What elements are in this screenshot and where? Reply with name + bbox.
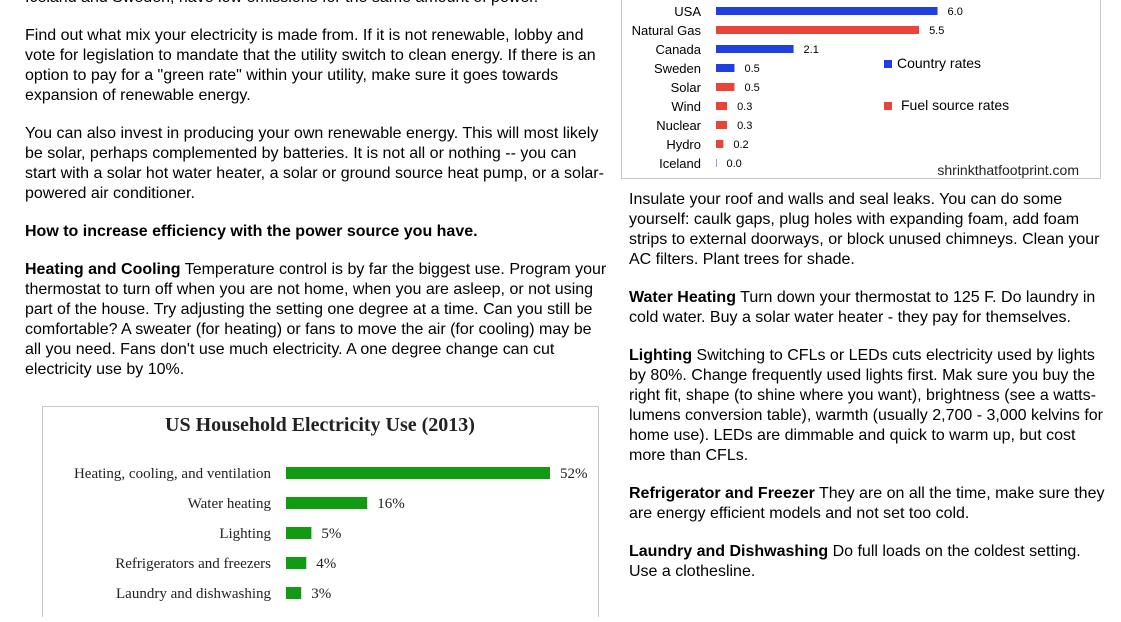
emissions-bar xyxy=(716,102,728,110)
household-bar xyxy=(286,527,312,539)
legend-label-fuel: Fuel source rates xyxy=(901,97,1009,113)
water-heating-text: Turn down your thermostat to 125 F. Do l… xyxy=(629,289,1096,326)
legend-swatch-country xyxy=(884,60,892,68)
emissions-bar xyxy=(716,7,938,15)
left-text-column: Iceland and Sweden, have low emissions f… xyxy=(25,0,610,380)
emissions-bar xyxy=(716,121,728,129)
emissions-chart-svg: USA Natural Gas Canada Sweden Solar Wind Nucle… xyxy=(632,4,1079,178)
emissions-value-label: 2.1 xyxy=(804,44,819,56)
insulate-paragraph: Insulate your roof and walls and seal le… xyxy=(629,191,1100,268)
household-category-label: Heating, cooling, and ventilation xyxy=(74,466,272,482)
emissions-bar xyxy=(716,83,735,91)
household-bar xyxy=(286,497,368,509)
electricity-mix-paragraph: Find out what mix your electricity is ma… xyxy=(25,27,596,104)
lighting-text: Switching to CFLs or LEDs cuts electrici… xyxy=(629,347,1103,464)
legend-label-country: Country rates xyxy=(897,55,981,71)
household-bar xyxy=(286,467,550,479)
emissions-category-label: Canada xyxy=(655,42,701,57)
emissions-chart: USA Natural Gas Canada Sweden Solar Wind Nucle… xyxy=(621,0,1101,179)
household-value-label: 52% xyxy=(560,466,588,482)
emissions-value-label: 0.2 xyxy=(733,139,748,151)
efficiency-heading: How to increase efficiency with the powe… xyxy=(25,223,478,240)
household-bar xyxy=(286,557,307,569)
household-category-label: Refrigerators and freezers xyxy=(115,556,271,572)
household-category-label: Laundry and dishwashing xyxy=(116,586,271,602)
emissions-value-label: 6.0 xyxy=(948,6,963,18)
emissions-value-label: 5.5 xyxy=(929,25,944,37)
renewable-invest-paragraph: You can also invest in producing your ow… xyxy=(25,125,604,202)
lighting-paragraph: Lighting Switching to CFLs or LEDs cuts … xyxy=(629,346,1109,466)
emissions-value-label: 0.3 xyxy=(737,120,752,132)
fridge-paragraph: Refrigerator and Freezer They are on all… xyxy=(629,484,1109,524)
laundry-text: Do full loads on the coldest setting. Us… xyxy=(629,543,1081,580)
emissions-category-label: Hydro xyxy=(666,137,701,152)
water-heating-title: Water Heating xyxy=(629,289,736,306)
emissions-category-label: Sweden xyxy=(654,61,701,76)
household-chart-svg: US Household Electricity Use (2013) Heat… xyxy=(74,414,588,602)
emissions-bar xyxy=(716,140,724,148)
emissions-value-label: 0.5 xyxy=(744,63,759,75)
lighting-title: Lighting xyxy=(629,347,693,364)
household-bar xyxy=(286,587,302,599)
emissions-value-label: 0.0 xyxy=(727,158,742,170)
household-category-label: Water heating xyxy=(188,496,272,512)
emissions-category-label: Nuclear xyxy=(656,118,701,133)
emissions-bar xyxy=(716,159,717,167)
intro-tail-paragraph: Iceland and Sweden, have low emissions f… xyxy=(25,0,610,8)
household-category-label: Lighting xyxy=(219,526,271,542)
water-heating-paragraph: Water Heating Turn down your thermostat … xyxy=(629,288,1109,328)
emissions-bar xyxy=(716,64,735,72)
household-chart: US Household Electricity Use (2013) Heat… xyxy=(42,406,599,617)
emissions-category-label: Solar xyxy=(671,80,702,95)
emissions-category-label: Iceland xyxy=(659,156,701,171)
fridge-text: They are on all the time, make sure they… xyxy=(629,485,1105,522)
emissions-category-label: Natural Gas xyxy=(632,23,702,38)
emissions-value-label: 0.3 xyxy=(737,101,752,113)
heating-cooling-text: Temperature control is by far the bigges… xyxy=(25,261,607,378)
emissions-category-label: USA xyxy=(674,4,701,19)
right-text-column: Insulate your roof and walls and seal le… xyxy=(629,190,1109,582)
household-value-label: 5% xyxy=(321,526,341,542)
laundry-title: Laundry and Dishwashing xyxy=(629,543,829,560)
emissions-bar xyxy=(716,45,794,53)
laundry-paragraph: Laundry and Dishwashing Do full loads on… xyxy=(629,542,1109,582)
chart-source-label: shrinkthatfootprint.com xyxy=(937,162,1079,178)
emissions-bar xyxy=(716,26,920,34)
emissions-category-label: Wind xyxy=(671,99,701,114)
legend-swatch-fuel xyxy=(884,102,892,110)
heating-cooling-paragraph: Heating and Cooling Temperature control … xyxy=(25,260,610,380)
household-value-label: 4% xyxy=(316,556,336,572)
fridge-title: Refrigerator and Freezer xyxy=(629,485,815,502)
household-value-label: 3% xyxy=(311,586,331,602)
household-chart-title: US Household Electricity Use (2013) xyxy=(165,414,475,436)
household-value-label: 16% xyxy=(377,496,405,512)
emissions-value-label: 0.5 xyxy=(744,82,759,94)
heating-cooling-title: Heating and Cooling xyxy=(25,261,181,278)
